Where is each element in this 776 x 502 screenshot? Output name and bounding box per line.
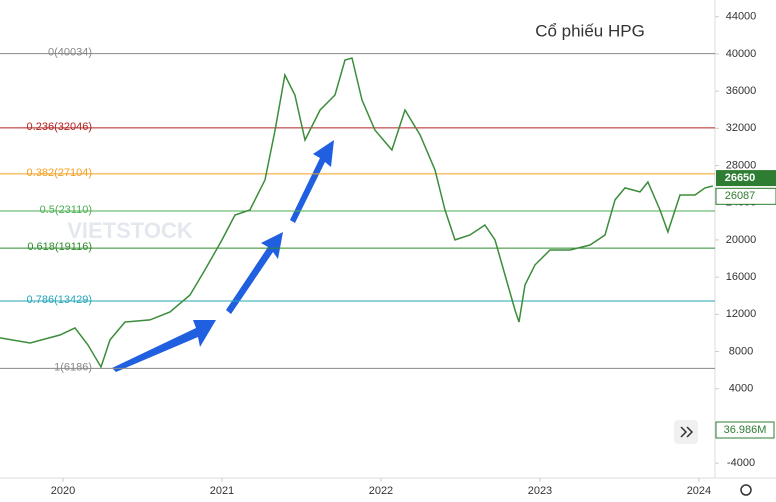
y-tick-label: 32000 [726, 122, 757, 134]
y-tick-label: 40000 [726, 48, 757, 60]
arrows [112, 140, 334, 372]
price-tag-bg [716, 170, 776, 187]
scroll-button[interactable] [674, 420, 698, 444]
y-tick-label: 44000 [726, 11, 757, 23]
fib-label: 0(40034) [48, 47, 92, 59]
arrow [290, 140, 334, 223]
y-tick-label: 20000 [726, 234, 757, 246]
y-tick-label: 16000 [726, 271, 757, 283]
last-price: 26650 [725, 172, 756, 184]
arrow [112, 320, 216, 372]
fib-label: 0.618(19116) [27, 241, 92, 253]
x-tick-label: 2020 [51, 485, 75, 497]
y-tick-label: 28000 [726, 159, 757, 171]
volume-tag-bg [715, 421, 775, 439]
fib-label: 1(6186) [54, 361, 92, 373]
x-tick-label: 2023 [528, 485, 552, 497]
fib-label: 0.236(32046) [27, 121, 92, 133]
y-tick-label: 12000 [726, 308, 757, 320]
button-icon[interactable] [680, 426, 694, 438]
y-tick-label: 4000 [729, 383, 753, 395]
average-price: 26087 [725, 190, 756, 202]
volume-label: 36.986M [724, 424, 767, 436]
x-tick-label: 2022 [369, 485, 393, 497]
watermark: VIETSTOCK [67, 218, 193, 243]
fib-label: 0.382(27104) [27, 167, 92, 179]
chart-title: Cổ phiếu HPG [535, 21, 645, 40]
fib-label: 0.786(13429) [27, 294, 92, 306]
fib-label: 0.5(23110) [40, 204, 92, 216]
x-tick-label: 2021 [210, 485, 234, 497]
x-tick-label: 2024 [687, 485, 711, 497]
y-tick-label: -4000 [727, 457, 755, 469]
y-tick-label: 8000 [729, 345, 753, 357]
price-tag-bg [715, 187, 776, 205]
gear-icon[interactable] [740, 484, 752, 496]
settings[interactable] [740, 484, 752, 496]
arrow [226, 232, 283, 314]
price-line [0, 57, 714, 369]
y-tick-label: 36000 [726, 85, 757, 97]
